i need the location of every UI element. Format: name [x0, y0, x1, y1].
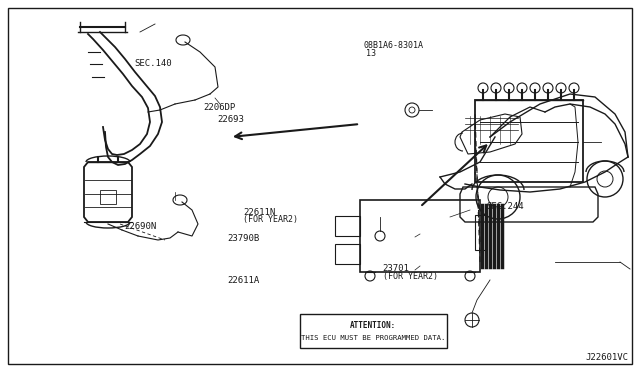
Text: ATTENTION:: ATTENTION: [350, 321, 396, 330]
Bar [360, 200, 480, 272]
Text: 23701: 23701 [383, 264, 410, 273]
Text: 22611A: 22611A [227, 276, 259, 285]
Bar [300, 314, 447, 348]
Text: 22690N: 22690N [125, 222, 157, 231]
Bar [475, 100, 583, 182]
Bar [335, 216, 360, 236]
Bar [100, 190, 116, 204]
Text: J22601VC: J22601VC [586, 353, 628, 362]
Text: SEC.140: SEC.140 [134, 59, 172, 68]
Text: 22611N: 22611N [243, 208, 275, 217]
Text: 22693: 22693 [218, 115, 244, 124]
Bar [475, 215, 487, 250]
Text: SEC.244: SEC.244 [486, 202, 524, 211]
Text: (FOR YEAR2): (FOR YEAR2) [383, 272, 438, 280]
Text: 08B1A6-8301A: 08B1A6-8301A [364, 41, 424, 50]
Text: THIS ECU MUST BE PROGRAMMED DATA.: THIS ECU MUST BE PROGRAMMED DATA. [301, 336, 445, 341]
Text: 23790B: 23790B [227, 234, 259, 243]
Text: (FOR YEAR2): (FOR YEAR2) [243, 215, 298, 224]
Bar [335, 244, 360, 264]
Text: 13: 13 [366, 49, 376, 58]
Text: 2206DP: 2206DP [204, 103, 236, 112]
